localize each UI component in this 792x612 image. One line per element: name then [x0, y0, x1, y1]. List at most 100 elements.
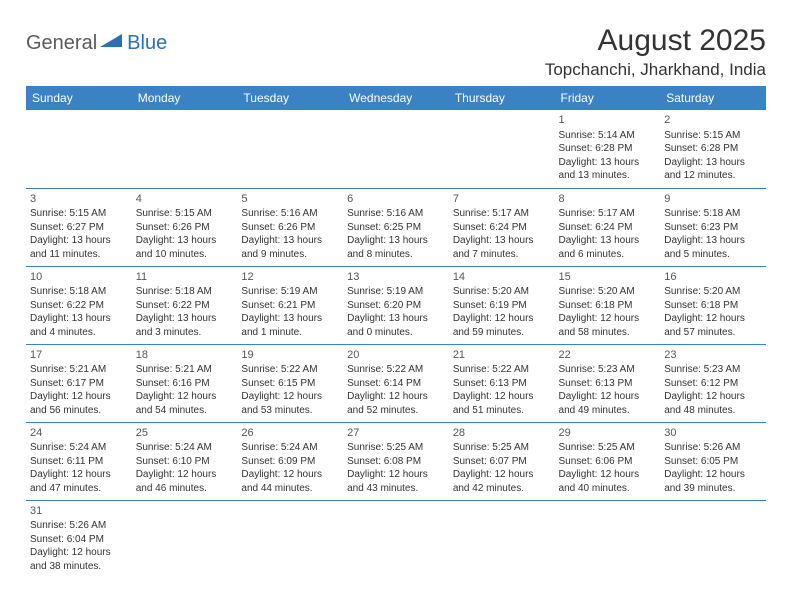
daylight-text: Daylight: 13 hours — [30, 234, 128, 248]
sunset-text: Sunset: 6:12 PM — [664, 377, 762, 391]
day-header: Friday — [555, 86, 661, 110]
daylight-text: Daylight: 13 hours — [136, 234, 234, 248]
day-number: 12 — [241, 270, 339, 285]
calendar-cell: 18Sunrise: 5:21 AMSunset: 6:16 PMDayligh… — [132, 344, 238, 422]
calendar-cell: 6Sunrise: 5:16 AMSunset: 6:25 PMDaylight… — [343, 188, 449, 266]
sunset-text: Sunset: 6:18 PM — [559, 299, 657, 313]
calendar-cell: 5Sunrise: 5:16 AMSunset: 6:26 PMDaylight… — [237, 188, 343, 266]
calendar-cell: 31Sunrise: 5:26 AMSunset: 6:04 PMDayligh… — [26, 500, 132, 578]
daylight-text: and 57 minutes. — [664, 326, 762, 340]
daylight-text: Daylight: 13 hours — [664, 234, 762, 248]
calendar-cell — [237, 500, 343, 578]
calendar-cell: 17Sunrise: 5:21 AMSunset: 6:17 PMDayligh… — [26, 344, 132, 422]
daylight-text: and 3 minutes. — [136, 326, 234, 340]
daylight-text: and 51 minutes. — [453, 404, 551, 418]
sunset-text: Sunset: 6:14 PM — [347, 377, 445, 391]
sunset-text: Sunset: 6:08 PM — [347, 455, 445, 469]
calendar-table: Sunday Monday Tuesday Wednesday Thursday… — [26, 86, 766, 578]
sunrise-text: Sunrise: 5:23 AM — [559, 363, 657, 377]
sunset-text: Sunset: 6:11 PM — [30, 455, 128, 469]
daylight-text: and 12 minutes. — [664, 169, 762, 183]
day-header: Wednesday — [343, 86, 449, 110]
daylight-text: Daylight: 13 hours — [453, 234, 551, 248]
day-number: 25 — [136, 426, 234, 441]
sunrise-text: Sunrise: 5:26 AM — [664, 441, 762, 455]
calendar-cell: 14Sunrise: 5:20 AMSunset: 6:19 PMDayligh… — [449, 266, 555, 344]
day-number: 30 — [664, 426, 762, 441]
page-header: General Blue August 2025 Topchanchi, Jha… — [26, 24, 766, 80]
sunset-text: Sunset: 6:13 PM — [559, 377, 657, 391]
day-number: 6 — [347, 192, 445, 207]
daylight-text: and 10 minutes. — [136, 248, 234, 262]
daylight-text: Daylight: 12 hours — [136, 468, 234, 482]
sunset-text: Sunset: 6:16 PM — [136, 377, 234, 391]
day-number: 1 — [559, 113, 657, 128]
daylight-text: Daylight: 12 hours — [241, 390, 339, 404]
sunrise-text: Sunrise: 5:22 AM — [453, 363, 551, 377]
sunrise-text: Sunrise: 5:25 AM — [453, 441, 551, 455]
sunrise-text: Sunrise: 5:15 AM — [664, 129, 762, 143]
daylight-text: and 56 minutes. — [30, 404, 128, 418]
sunrise-text: Sunrise: 5:17 AM — [453, 207, 551, 221]
calendar-cell: 22Sunrise: 5:23 AMSunset: 6:13 PMDayligh… — [555, 344, 661, 422]
logo-text-general: General — [26, 32, 97, 55]
day-number: 16 — [664, 270, 762, 285]
sunset-text: Sunset: 6:26 PM — [136, 221, 234, 235]
day-number: 28 — [453, 426, 551, 441]
daylight-text: Daylight: 13 hours — [559, 156, 657, 170]
daylight-text: and 42 minutes. — [453, 482, 551, 496]
calendar-cell: 21Sunrise: 5:22 AMSunset: 6:13 PMDayligh… — [449, 344, 555, 422]
daylight-text: Daylight: 12 hours — [453, 468, 551, 482]
calendar-cell — [449, 110, 555, 188]
calendar-cell: 10Sunrise: 5:18 AMSunset: 6:22 PMDayligh… — [26, 266, 132, 344]
sunrise-text: Sunrise: 5:19 AM — [241, 285, 339, 299]
calendar-cell: 12Sunrise: 5:19 AMSunset: 6:21 PMDayligh… — [237, 266, 343, 344]
daylight-text: Daylight: 12 hours — [559, 312, 657, 326]
sunrise-text: Sunrise: 5:20 AM — [453, 285, 551, 299]
calendar-cell: 8Sunrise: 5:17 AMSunset: 6:24 PMDaylight… — [555, 188, 661, 266]
day-number: 4 — [136, 192, 234, 207]
title-block: August 2025 Topchanchi, Jharkhand, India — [545, 24, 766, 80]
day-header: Tuesday — [237, 86, 343, 110]
daylight-text: and 52 minutes. — [347, 404, 445, 418]
calendar-cell: 28Sunrise: 5:25 AMSunset: 6:07 PMDayligh… — [449, 422, 555, 500]
daylight-text: Daylight: 12 hours — [559, 390, 657, 404]
sunset-text: Sunset: 6:22 PM — [136, 299, 234, 313]
sunset-text: Sunset: 6:15 PM — [241, 377, 339, 391]
daylight-text: Daylight: 12 hours — [664, 312, 762, 326]
daylight-text: Daylight: 13 hours — [347, 234, 445, 248]
daylight-text: Daylight: 13 hours — [136, 312, 234, 326]
day-number: 7 — [453, 192, 551, 207]
daylight-text: and 9 minutes. — [241, 248, 339, 262]
sunrise-text: Sunrise: 5:24 AM — [30, 441, 128, 455]
daylight-text: Daylight: 12 hours — [453, 390, 551, 404]
daylight-text: and 4 minutes. — [30, 326, 128, 340]
sunset-text: Sunset: 6:24 PM — [453, 221, 551, 235]
calendar-row: 1Sunrise: 5:14 AMSunset: 6:28 PMDaylight… — [26, 110, 766, 188]
calendar-cell: 19Sunrise: 5:22 AMSunset: 6:15 PMDayligh… — [237, 344, 343, 422]
day-number: 9 — [664, 192, 762, 207]
sunset-text: Sunset: 6:10 PM — [136, 455, 234, 469]
daylight-text: and 6 minutes. — [559, 248, 657, 262]
sunset-text: Sunset: 6:05 PM — [664, 455, 762, 469]
logo: General Blue — [26, 32, 167, 55]
day-header: Monday — [132, 86, 238, 110]
calendar-cell — [343, 110, 449, 188]
daylight-text: and 59 minutes. — [453, 326, 551, 340]
sunrise-text: Sunrise: 5:17 AM — [559, 207, 657, 221]
calendar-cell: 23Sunrise: 5:23 AMSunset: 6:12 PMDayligh… — [660, 344, 766, 422]
daylight-text: and 38 minutes. — [30, 560, 128, 574]
day-header: Saturday — [660, 86, 766, 110]
calendar-cell: 30Sunrise: 5:26 AMSunset: 6:05 PMDayligh… — [660, 422, 766, 500]
daylight-text: Daylight: 12 hours — [664, 390, 762, 404]
sunrise-text: Sunrise: 5:14 AM — [559, 129, 657, 143]
sunset-text: Sunset: 6:06 PM — [559, 455, 657, 469]
daylight-text: and 47 minutes. — [30, 482, 128, 496]
daylight-text: Daylight: 12 hours — [30, 468, 128, 482]
daylight-text: and 43 minutes. — [347, 482, 445, 496]
daylight-text: Daylight: 12 hours — [453, 312, 551, 326]
daylight-text: and 13 minutes. — [559, 169, 657, 183]
sunrise-text: Sunrise: 5:26 AM — [30, 519, 128, 533]
sunset-text: Sunset: 6:17 PM — [30, 377, 128, 391]
daylight-text: Daylight: 13 hours — [30, 312, 128, 326]
